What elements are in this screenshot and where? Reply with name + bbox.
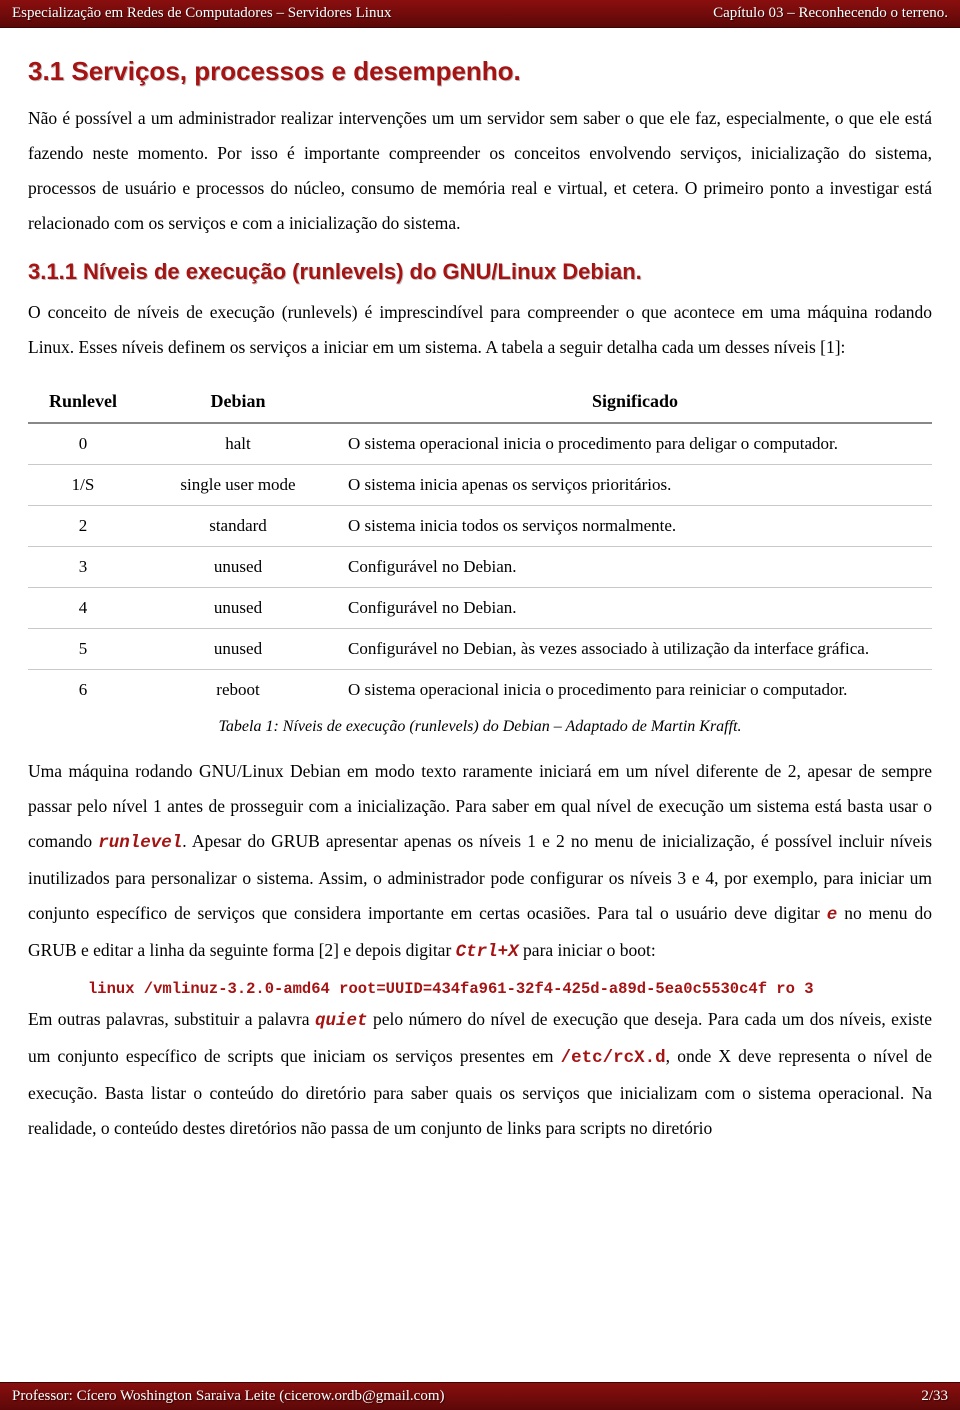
page-footer: Professor: Cícero Woshington Saraiva Lei…	[0, 1382, 960, 1410]
table-row: 5 unused Configurável no Debian, às veze…	[28, 629, 932, 670]
inline-code-runlevel: runlevel	[98, 833, 182, 853]
cell-debian: standard	[138, 506, 338, 547]
table-row: 0 halt O sistema operacional inicia o pr…	[28, 423, 932, 465]
inline-code-ctrlx: Ctrl+X	[456, 942, 519, 962]
cell-significado: Configurável no Debian.	[338, 547, 932, 588]
page-content: 3.1 Serviços, processos e desempenho. Nã…	[0, 28, 960, 1194]
text-segment: para iniciar o boot:	[519, 940, 656, 960]
subsection-paragraph: O conceito de níveis de execução (runlev…	[28, 295, 932, 365]
cell-significado: O sistema inicia apenas os serviços prio…	[338, 465, 932, 506]
table-row: 3 unused Configurável no Debian.	[28, 547, 932, 588]
cell-runlevel: 1/S	[28, 465, 138, 506]
header-left: Especialização em Redes de Computadores …	[12, 5, 391, 22]
cell-significado: Configurável no Debian, às vezes associa…	[338, 629, 932, 670]
cell-runlevel: 0	[28, 423, 138, 465]
cell-debian: reboot	[138, 670, 338, 711]
inline-code-etc-rcx: /etc/rcX.d	[561, 1048, 666, 1068]
runlevels-table: Runlevel Debian Significado 0 halt O sis…	[28, 383, 932, 710]
cell-significado: O sistema operacional inicia o procedime…	[338, 670, 932, 711]
table-col-debian: Debian	[138, 383, 338, 423]
table-col-significado: Significado	[338, 383, 932, 423]
paragraph-last: Em outras palavras, substituir a palavra…	[28, 1002, 932, 1146]
table-row: 4 unused Configurável no Debian.	[28, 588, 932, 629]
text-segment: Em outras palavras, substituir a palavra	[28, 1009, 315, 1029]
subsection-title: 3.1.1 Níveis de execução (runlevels) do …	[28, 259, 932, 285]
cell-debian: unused	[138, 629, 338, 670]
header-right: Capítulo 03 – Reconhecendo o terreno.	[713, 5, 948, 22]
cell-debian: single user mode	[138, 465, 338, 506]
inline-code-quiet: quiet	[315, 1011, 368, 1031]
cell-significado: O sistema inicia todos os serviços norma…	[338, 506, 932, 547]
cell-debian: unused	[138, 588, 338, 629]
grub-code-line: linux /vmlinuz-3.2.0-amd64 root=UUID=434…	[88, 980, 932, 998]
table-row: 1/S single user mode O sistema inicia ap…	[28, 465, 932, 506]
footer-left: Professor: Cícero Woshington Saraiva Lei…	[12, 1388, 445, 1405]
paragraph-after-table: Uma máquina rodando GNU/Linux Debian em …	[28, 754, 932, 970]
page-header: Especialização em Redes de Computadores …	[0, 0, 960, 28]
table-caption: Tabela 1: Níveis de execução (runlevels)…	[28, 718, 932, 736]
cell-debian: halt	[138, 423, 338, 465]
cell-runlevel: 4	[28, 588, 138, 629]
cell-significado: Configurável no Debian.	[338, 588, 932, 629]
table-row: 6 reboot O sistema operacional inicia o …	[28, 670, 932, 711]
footer-right: 2/33	[921, 1388, 948, 1405]
inline-code-e: e	[827, 905, 838, 925]
table-header-row: Runlevel Debian Significado	[28, 383, 932, 423]
table-row: 2 standard O sistema inicia todos os ser…	[28, 506, 932, 547]
cell-runlevel: 5	[28, 629, 138, 670]
table-col-runlevel: Runlevel	[28, 383, 138, 423]
cell-runlevel: 3	[28, 547, 138, 588]
cell-significado: O sistema operacional inicia o procedime…	[338, 423, 932, 465]
cell-debian: unused	[138, 547, 338, 588]
cell-runlevel: 2	[28, 506, 138, 547]
section-paragraph: Não é possível a um administrador realiz…	[28, 101, 932, 241]
cell-runlevel: 6	[28, 670, 138, 711]
section-title: 3.1 Serviços, processos e desempenho.	[28, 56, 932, 87]
